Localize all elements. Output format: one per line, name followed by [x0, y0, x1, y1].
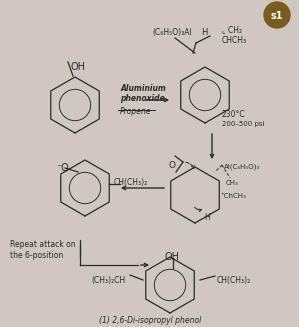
Text: Aluminium: Aluminium — [120, 84, 166, 93]
Text: CH₃: CH₃ — [226, 180, 239, 186]
Text: Repeat attack on: Repeat attack on — [10, 240, 76, 249]
Text: H: H — [204, 213, 210, 222]
Text: ⁺ChCH₃: ⁺ChCH₃ — [221, 193, 247, 199]
Text: s1: s1 — [271, 11, 283, 21]
Text: (1) 2,6-Di-isopropyl phenol: (1) 2,6-Di-isopropyl phenol — [99, 316, 201, 325]
Text: OH: OH — [71, 62, 86, 72]
Text: (C₆H₅O)₃Al: (C₆H₅O)₃Al — [152, 28, 192, 37]
Text: Al(C₆H₅O)₃: Al(C₆H₅O)₃ — [224, 163, 260, 169]
Text: O: O — [169, 161, 176, 169]
Text: 200–500 psi: 200–500 psi — [222, 121, 265, 127]
Text: OH: OH — [164, 252, 179, 262]
Text: CH(CH₃)₂: CH(CH₃)₂ — [114, 178, 148, 187]
Text: 230°C: 230°C — [222, 110, 245, 119]
Circle shape — [264, 2, 290, 28]
Text: CHCH₃: CHCH₃ — [222, 36, 247, 45]
Text: ⌞ CH₂: ⌞ CH₂ — [222, 25, 242, 34]
Text: phenoxide: phenoxide — [120, 94, 165, 103]
Text: Propene: Propene — [120, 107, 152, 116]
Text: the 6-position: the 6-position — [10, 251, 63, 260]
Text: CH(CH₃)₂: CH(CH₃)₂ — [217, 276, 251, 285]
Text: H: H — [201, 28, 208, 37]
Text: ⁻O: ⁻O — [56, 163, 69, 173]
Text: (CH₃)₂CH: (CH₃)₂CH — [92, 276, 126, 285]
